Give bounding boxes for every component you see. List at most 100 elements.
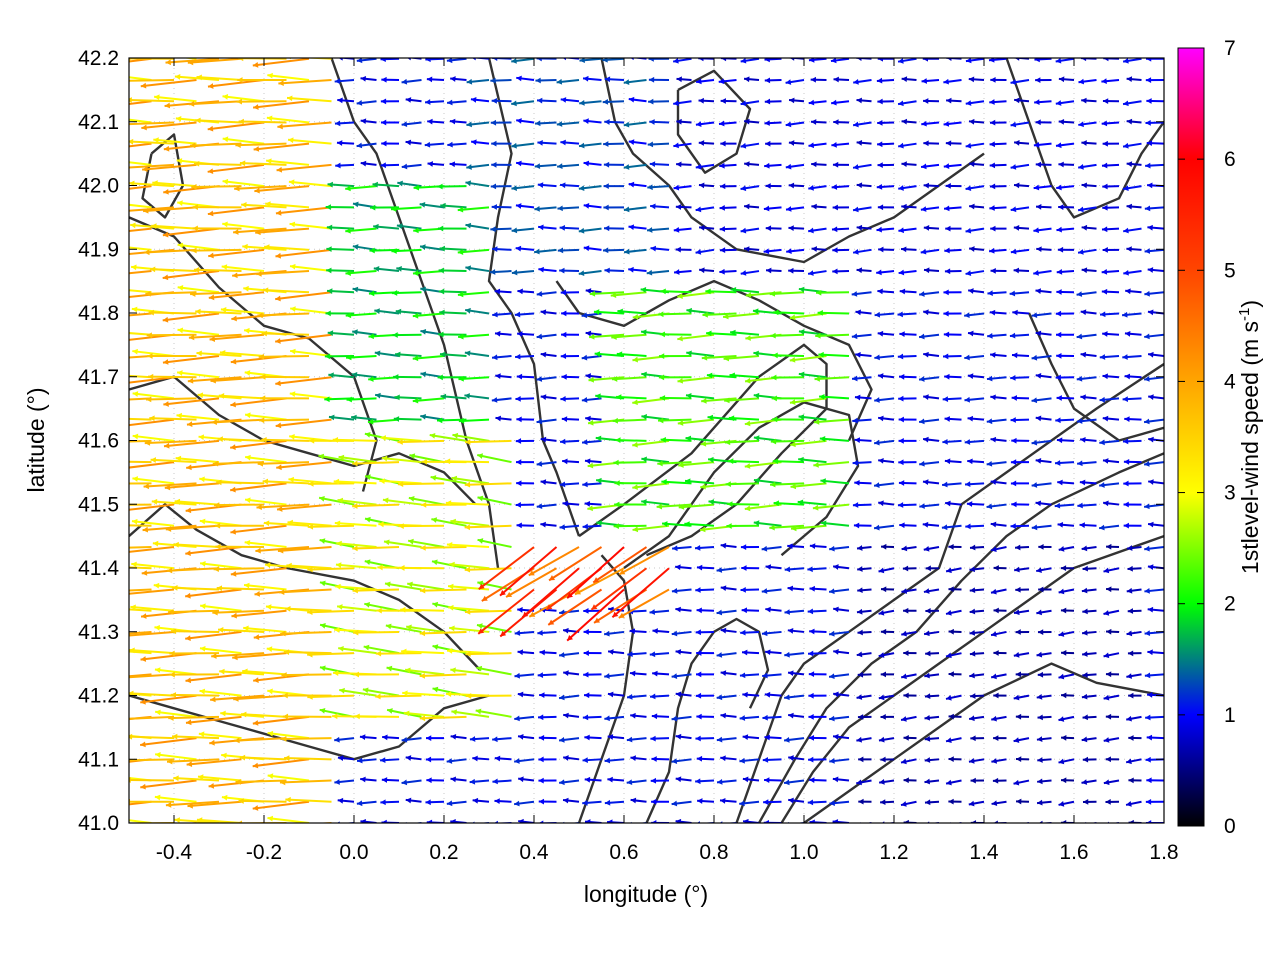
- wind-vector-head: [450, 776, 457, 783]
- wind-vector-head: [1013, 779, 1020, 786]
- wind-vector-head: [594, 617, 601, 623]
- wind-vector-head: [945, 140, 952, 147]
- wind-vector-head: [253, 104, 259, 110]
- wind-vector-head: [853, 249, 859, 255]
- wind-vector-head: [877, 162, 883, 168]
- wind-vector-head: [923, 394, 929, 400]
- wind-vector: [129, 333, 130, 335]
- wind-vector-head: [922, 521, 929, 528]
- wind-vector-head: [95, 105, 101, 111]
- wind-vector: [129, 100, 152, 105]
- wind-vector-head: [1099, 354, 1106, 360]
- wind-vector-head: [352, 329, 358, 336]
- wind-vector: [386, 666, 422, 676]
- wind-vector-head: [337, 821, 340, 823]
- wind-vector-head: [684, 478, 691, 485]
- wind-vector: [129, 525, 130, 527]
- wind-vector: [589, 333, 625, 339]
- wind-vector-head: [856, 694, 863, 700]
- wind-vector: [290, 307, 332, 315]
- y-axis-ticks: 41.041.141.241.341.441.541.641.741.841.9…: [78, 47, 1164, 835]
- wind-vector-head: [380, 162, 386, 169]
- wind-vector: [153, 138, 197, 145]
- wind-vector-head: [219, 668, 225, 675]
- wind-vector-head: [719, 797, 726, 804]
- wind-vector-head: [327, 288, 333, 294]
- wind-vector-head: [808, 142, 815, 149]
- wind-vector-head: [420, 501, 427, 508]
- wind-vector: [307, 567, 355, 571]
- wind-vector: [129, 100, 130, 102]
- wind-vector-head: [403, 710, 410, 717]
- wind-vector: [151, 500, 197, 506]
- wind-vector-head: [190, 142, 196, 149]
- wind-vector: [129, 163, 175, 169]
- wind-vector: [444, 460, 490, 464]
- wind-vector: [283, 650, 332, 655]
- wind-vector-head: [619, 569, 626, 575]
- wind-vector-head: [1055, 142, 1062, 149]
- x-tick-label: 0.4: [519, 841, 549, 864]
- wind-vector-head: [923, 140, 929, 147]
- wind-vector-head: [319, 580, 326, 587]
- wind-vector-head: [154, 667, 161, 673]
- wind-vector-head: [744, 505, 751, 512]
- wind-vector: [129, 398, 130, 400]
- wind-vector-head: [763, 799, 769, 805]
- wind-vector-head: [536, 460, 543, 467]
- wind-vector-head: [397, 180, 403, 187]
- wind-vector: [129, 439, 152, 443]
- wind-vector-head: [528, 570, 535, 576]
- wind-vector: [129, 715, 130, 717]
- wind-vector-head: [367, 418, 374, 425]
- wind-vector: [790, 439, 827, 446]
- wind-vector-head: [685, 393, 692, 399]
- contour-line: [676, 69, 752, 174]
- wind-vector: [770, 439, 805, 443]
- wind-vector-head: [511, 269, 518, 276]
- wind-vector: [332, 438, 377, 442]
- wind-vector-head: [629, 670, 636, 677]
- wind-vector-head: [1082, 672, 1088, 678]
- wind-vector-head: [720, 542, 727, 549]
- wind-vector: [701, 354, 737, 360]
- wind-vector-head: [879, 779, 885, 785]
- wind-vector-head: [106, 606, 111, 612]
- wind-vector-head: [420, 413, 426, 420]
- wind-vector-head: [307, 694, 313, 700]
- wind-vector-head: [1011, 352, 1018, 359]
- wind-vector-head: [1103, 500, 1109, 507]
- contour-line: [578, 343, 828, 557]
- wind-vector-head: [409, 453, 416, 460]
- wind-vector-head: [626, 736, 633, 743]
- wind-vector-head: [1033, 270, 1039, 276]
- wind-vector: [289, 349, 332, 357]
- wind-vector-head: [380, 119, 387, 126]
- wind-vector-head: [1081, 587, 1088, 594]
- wind-vector-head: [102, 481, 107, 487]
- wind-vector-head: [831, 99, 837, 106]
- wind-vector-head: [537, 630, 543, 636]
- wind-vector-head: [920, 248, 927, 255]
- wind-vector-head: [1128, 819, 1134, 823]
- wind-vector: [198, 732, 242, 740]
- wind-vector-head: [797, 499, 804, 506]
- x-axis-ticks: -0.4 -0.2 0.0 0.2 0.4 0.6 0.8 1.0 1.2 1.4 1.6 1.8: [156, 58, 1179, 864]
- wind-vector-head: [851, 291, 858, 297]
- wind-vector: [262, 289, 310, 294]
- wind-vector: [656, 503, 692, 508]
- wind-vector-head: [253, 634, 260, 640]
- wind-vector-head: [516, 459, 522, 465]
- wind-vector-head: [1106, 543, 1112, 550]
- wind-vector-head: [698, 58, 704, 62]
- wind-vector-head: [560, 182, 566, 189]
- wind-vector: [188, 100, 242, 106]
- wind-vector-head: [876, 184, 883, 190]
- wind-vector-head: [753, 435, 760, 442]
- wind-vector-head: [789, 314, 796, 321]
- wind-vector: [140, 694, 197, 704]
- wind-vector-head: [808, 185, 814, 191]
- wind-vector-head: [658, 311, 664, 318]
- wind-vector-head: [1058, 716, 1065, 722]
- wind-vector-head: [401, 121, 408, 128]
